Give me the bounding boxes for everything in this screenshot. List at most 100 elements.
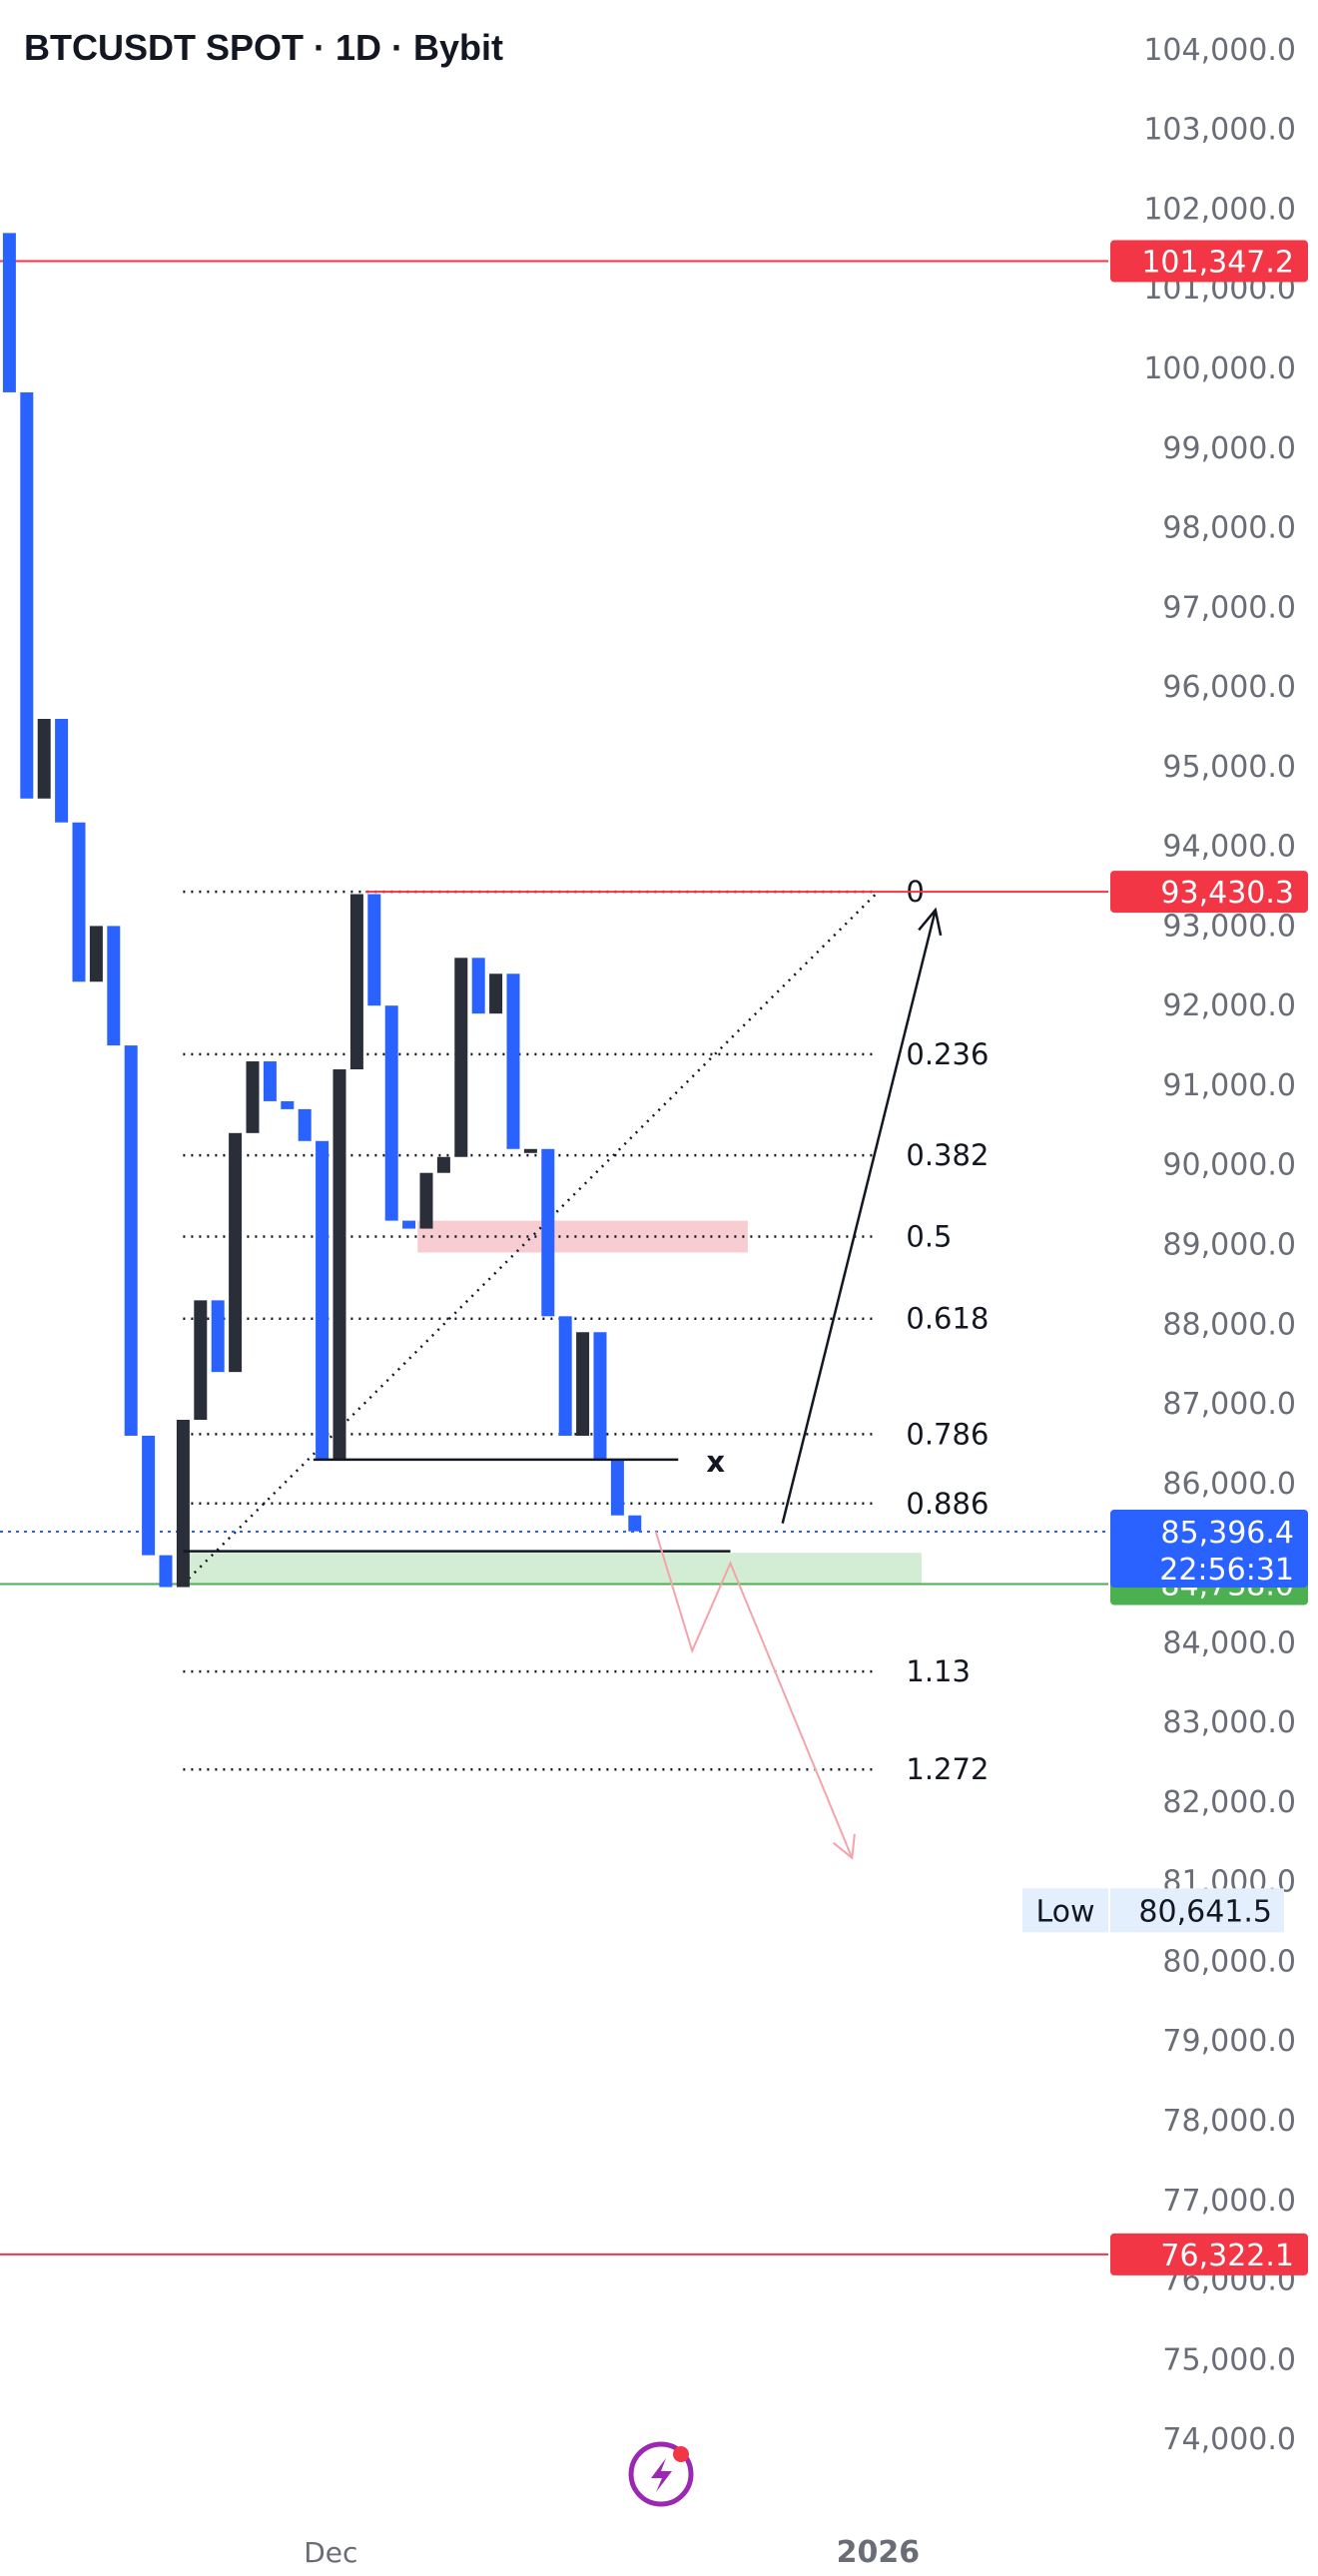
candle-down: [367, 894, 381, 1006]
red-price-tag-text: 76,322.1: [1160, 2239, 1294, 2273]
price-tick-label: 83,000.0: [1162, 1705, 1296, 1740]
candle-down: [55, 719, 69, 823]
fib-level-label: 0.236: [906, 1037, 988, 1071]
price-tick-label: 93,000.0: [1162, 909, 1296, 944]
candle-up: [436, 1156, 450, 1173]
red-price-tag-bg: [1110, 2233, 1308, 2275]
red-price-tag-text: 101,347.2: [1141, 246, 1294, 281]
candle-up: [419, 1172, 433, 1229]
candle-down: [316, 1140, 330, 1460]
current-price-tag-text: 85,396.4: [1160, 1516, 1294, 1551]
price-tick-label: 79,000.0: [1162, 2024, 1296, 2059]
fib-top-price-tag-bg: [1110, 871, 1308, 914]
price-tick-label: 80,000.0: [1162, 1944, 1296, 1979]
candle-up: [332, 1069, 346, 1460]
candle-down: [471, 958, 485, 1014]
candle-down: [506, 973, 520, 1149]
fib-level-label: 0.618: [906, 1302, 988, 1336]
red-price-tag-bg: [1110, 240, 1308, 283]
candle-down: [402, 1220, 416, 1229]
candle-up: [176, 1420, 190, 1588]
fib-level-label: 1.13: [906, 1654, 971, 1688]
price-tick-label: 104,000.0: [1143, 33, 1296, 68]
low-label-bg: [1022, 1888, 1108, 1933]
price-tick-label: 87,000.0: [1162, 1387, 1296, 1422]
low-label-text: Low: [1035, 1894, 1094, 1929]
chart-title: BTCUSDT SPOT · 1D · Bybit: [24, 27, 503, 68]
candle-down: [2, 233, 16, 392]
price-tick-label: 91,000.0: [1162, 1068, 1296, 1103]
candle-down: [281, 1100, 295, 1109]
current-price-tag-bg: [1110, 1509, 1308, 1588]
annotation-text: x: [706, 1445, 725, 1479]
price-tick-label: 92,000.0: [1162, 988, 1296, 1023]
candle-down: [72, 822, 86, 982]
countdown-text: 22:56:31: [1159, 1553, 1294, 1588]
time-tick-label: Dec: [304, 2536, 357, 2569]
price-tick-label: 99,000.0: [1162, 431, 1296, 466]
time-axis[interactable]: Dec 2026: [304, 2535, 920, 2570]
price-tick-label: 103,000.0: [1143, 113, 1296, 148]
price-tick-label: 74,000.0: [1162, 2422, 1296, 2457]
candle-up: [489, 973, 503, 1014]
price-tick-label: 98,000.0: [1162, 511, 1296, 546]
candle-down: [610, 1459, 624, 1516]
candle-down: [593, 1332, 607, 1460]
candle-down: [211, 1300, 225, 1373]
price-tick-label: 88,000.0: [1162, 1307, 1296, 1342]
fib-level-label: 0.382: [906, 1138, 988, 1172]
time-tick-label: 2026: [837, 2535, 921, 2570]
projection-up-line: [781, 910, 938, 1525]
price-tick-label: 96,000.0: [1162, 670, 1296, 705]
fib-level-label: 0.5: [906, 1220, 952, 1254]
price-tick-label: 102,000.0: [1143, 192, 1296, 227]
candle-up: [349, 894, 363, 1070]
candle-up: [229, 1132, 243, 1373]
price-tick-label: 75,000.0: [1162, 2342, 1296, 2377]
price-tags-layer: 101,347.276,322.184,738.093,430.385,396.…: [1022, 240, 1308, 2275]
candles-layer: [2, 233, 642, 1588]
price-tick-label: 97,000.0: [1162, 590, 1296, 625]
projection-up-arrowhead: [918, 907, 943, 937]
fib-level-label: 0.786: [906, 1417, 988, 1451]
candle-down: [20, 391, 34, 799]
zones-layer: [183, 1220, 922, 1585]
candle-up: [576, 1332, 590, 1436]
candle-down: [298, 1108, 312, 1141]
candle-up: [37, 719, 51, 799]
candle-up: [194, 1300, 208, 1421]
price-tick-label: 84,000.0: [1162, 1625, 1296, 1660]
price-axis[interactable]: 104,000.0103,000.0102,000.0101,000.0100,…: [1143, 33, 1296, 2457]
projection-down-path: [654, 1531, 854, 1859]
candle-down: [159, 1555, 173, 1588]
price-tick-label: 77,000.0: [1162, 2184, 1296, 2219]
price-tick-label: 95,000.0: [1162, 750, 1296, 785]
price-tick-label: 89,000.0: [1162, 1228, 1296, 1263]
price-tick-label: 94,000.0: [1162, 830, 1296, 865]
lightning-icon[interactable]: [628, 2441, 694, 2507]
candle-down: [263, 1061, 277, 1101]
green-zone: [183, 1553, 922, 1585]
price-tick-label: 86,000.0: [1162, 1467, 1296, 1502]
fib-top-price-tag-text: 93,430.3: [1160, 876, 1294, 911]
candle-down: [107, 926, 121, 1046]
price-tick-label: 100,000.0: [1143, 351, 1296, 386]
candle-down: [124, 1045, 138, 1436]
fib-level-label: 1.272: [906, 1752, 988, 1786]
drawings-layer: x: [183, 907, 943, 1860]
candle-down: [384, 1005, 398, 1221]
projection-down-arrowhead: [833, 1833, 856, 1860]
low-value-text: 80,641.5: [1138, 1894, 1272, 1929]
candle-down: [628, 1515, 642, 1532]
candle-down: [558, 1316, 572, 1436]
candle-up: [89, 926, 103, 982]
candle-up: [523, 1148, 537, 1153]
fib-level-label: 0.886: [906, 1487, 988, 1521]
candle-up: [246, 1061, 260, 1133]
candle-down: [541, 1148, 555, 1317]
price-tick-label: 90,000.0: [1162, 1148, 1296, 1183]
price-tick-label: 78,000.0: [1162, 2104, 1296, 2139]
